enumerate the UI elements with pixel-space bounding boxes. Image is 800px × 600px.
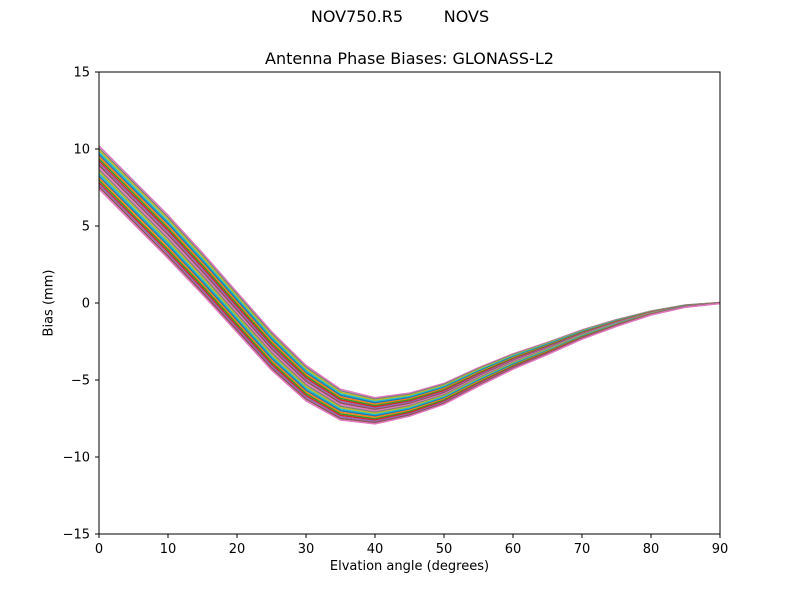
bias-curve-10 xyxy=(98,166,721,412)
bias-curve-18 xyxy=(98,184,721,423)
x-tick-label: 90 xyxy=(712,542,729,557)
bias-curve-11 xyxy=(98,169,721,413)
y-axis-label: Bias (mm) xyxy=(41,269,57,337)
x-tick-label: 0 xyxy=(95,542,103,557)
x-tick-label: 70 xyxy=(574,542,591,557)
y-tick-label: −10 xyxy=(63,451,90,466)
bias-curve-14 xyxy=(98,175,721,417)
bias-curve-9 xyxy=(98,164,721,411)
figure-title: NOV750.R5 NOVS xyxy=(310,7,490,26)
y-tick-label: 0 xyxy=(82,297,90,312)
bias-curve-19 xyxy=(98,186,721,424)
x-tick-label: 60 xyxy=(505,542,522,557)
axes-box xyxy=(98,71,721,535)
bias-curve-16 xyxy=(98,179,721,420)
y-tick-label: 5 xyxy=(82,220,90,235)
y-tick-label: 10 xyxy=(73,143,90,158)
y-tick-label: −5 xyxy=(71,374,90,389)
bias-curve-20 xyxy=(98,188,721,425)
bias-curve-17 xyxy=(98,182,721,421)
x-tick-label: 30 xyxy=(298,542,315,557)
y-tick-label: 15 xyxy=(73,66,90,81)
x-tick-label: 50 xyxy=(436,542,453,557)
bias-curve-15 xyxy=(98,177,721,419)
axes-title: Antenna Phase Biases: GLONASS-L2 xyxy=(265,49,554,68)
x-tick-label: 20 xyxy=(229,542,246,557)
x-tick-label: 40 xyxy=(367,542,384,557)
bias-curve-12 xyxy=(98,171,721,415)
x-tick-label: 10 xyxy=(160,542,177,557)
x-axis-label: Elvation angle (degrees) xyxy=(329,559,490,574)
bias-curve-8 xyxy=(98,162,721,409)
bias-curve-13 xyxy=(98,173,721,416)
x-tick-label: 80 xyxy=(643,542,660,557)
y-tick-label: −15 xyxy=(63,528,90,543)
